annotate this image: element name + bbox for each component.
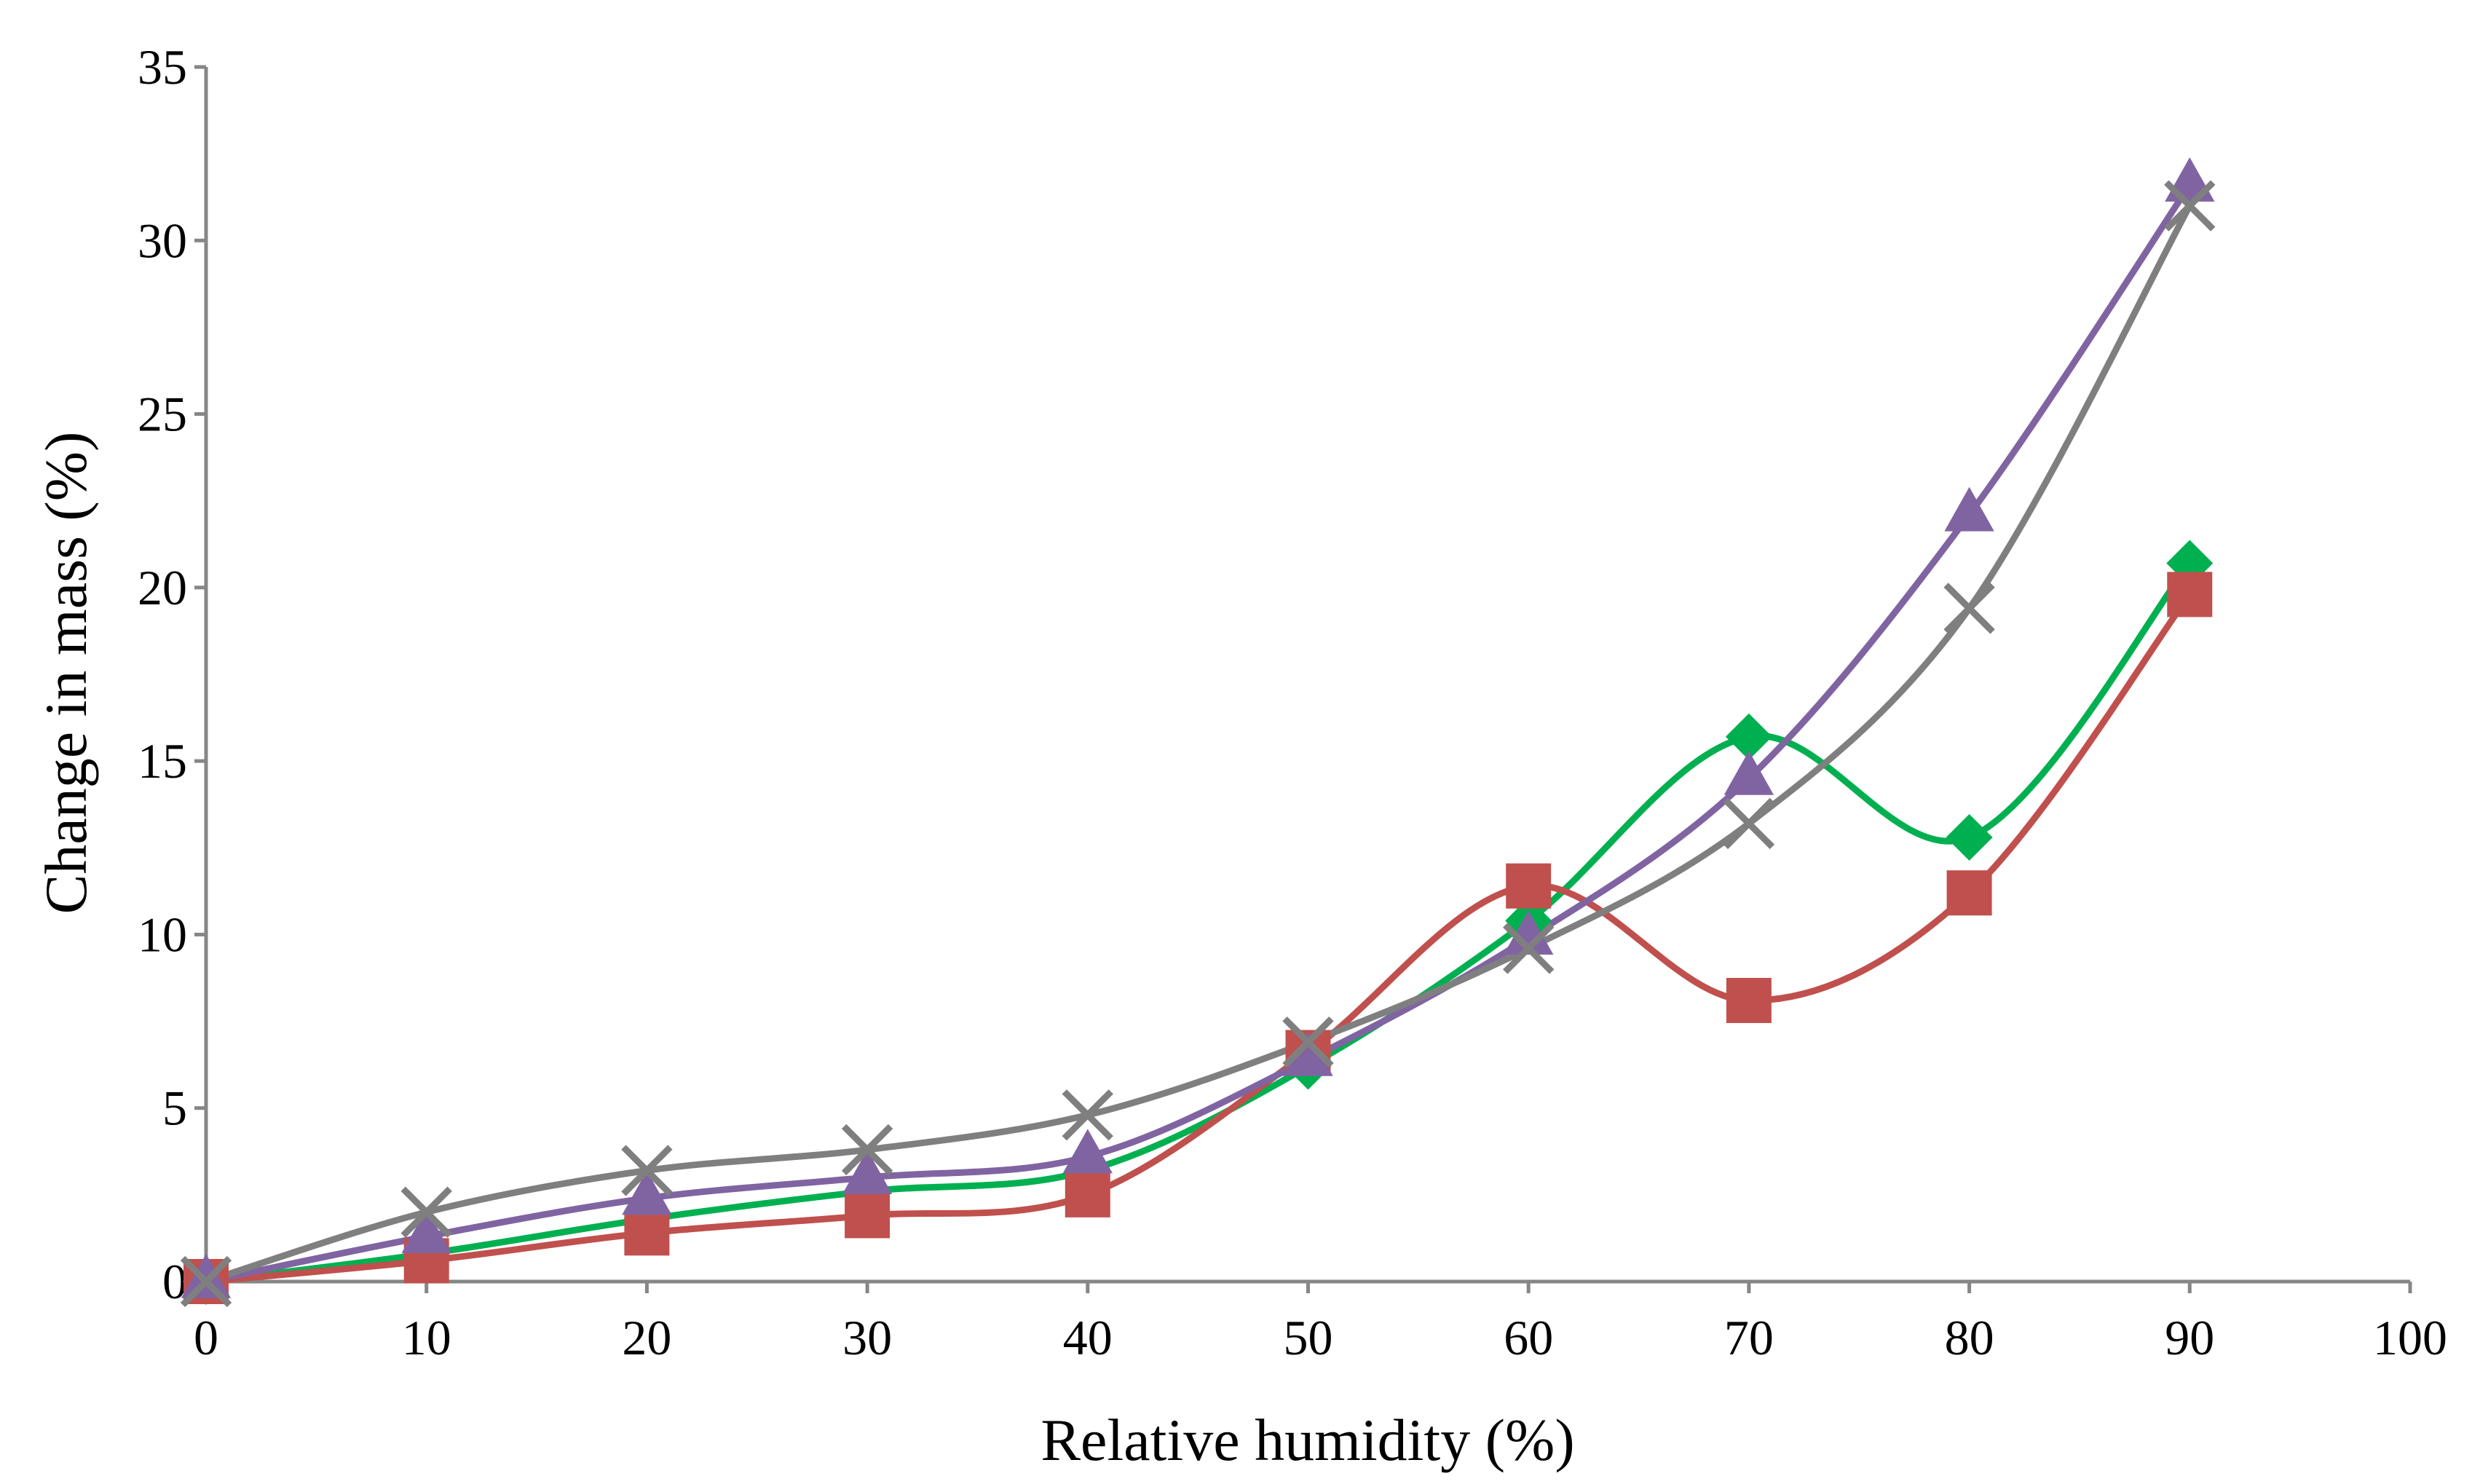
x-marker: [180, 1255, 232, 1308]
diamond-marker: [1725, 713, 1772, 760]
x-tick-label: 50: [1284, 1310, 1333, 1365]
x-marker: [841, 1124, 893, 1176]
series-markers: [180, 157, 2216, 1308]
square-marker: [1506, 863, 1552, 909]
triangle-marker: [1504, 910, 1554, 955]
x-tick-label: 80: [1945, 1310, 1994, 1365]
square-marker: [624, 1210, 670, 1256]
y-axis-title: Change in mass (%): [33, 432, 99, 915]
triangle-marker: [2165, 157, 2215, 202]
x-tick-label: 70: [1724, 1310, 1774, 1365]
x-tick-label: 30: [842, 1310, 892, 1365]
x-tick-label: 100: [2373, 1310, 2447, 1365]
x-tick-label: 10: [402, 1310, 451, 1365]
x-tick-label: 20: [622, 1310, 671, 1365]
series-lines: [202, 181, 2193, 1285]
x-tick-label: 90: [2165, 1310, 2214, 1365]
x-marker: [1723, 797, 1775, 850]
series-line-3: [202, 181, 2193, 1285]
square-marker: [2167, 572, 2213, 617]
x-marker: [621, 1145, 673, 1196]
x-marker: [1282, 1016, 1334, 1068]
triangle-marker: [1723, 750, 1774, 795]
x-marker: [1503, 923, 1555, 974]
series-line-4: [202, 202, 2193, 1285]
square-marker: [845, 1193, 891, 1239]
series-line-1: [202, 559, 2193, 1285]
y-tick-label: 10: [138, 907, 187, 962]
triangle-marker: [1944, 486, 1994, 532]
diamond-marker: [1946, 813, 1993, 861]
square-marker: [1065, 1172, 1110, 1217]
triangle-marker: [842, 1150, 893, 1194]
axes: [204, 67, 2410, 1284]
triangle-marker: [401, 1209, 451, 1253]
x-marker: [2164, 180, 2216, 232]
triangle-marker: [622, 1170, 672, 1215]
triangle-marker: [181, 1254, 232, 1298]
y-tick-label: 20: [138, 560, 187, 615]
triangle-marker: [1062, 1129, 1113, 1174]
y-tick-label: 5: [162, 1081, 187, 1136]
x-marker: [400, 1186, 452, 1238]
y-tick-label: 35: [138, 39, 187, 95]
x-tick-label: 40: [1063, 1310, 1113, 1365]
x-tick-label: 60: [1504, 1310, 1553, 1365]
x-tick-label: 0: [194, 1310, 218, 1365]
y-tick-label: 25: [138, 387, 187, 442]
x-marker: [1062, 1089, 1113, 1141]
y-tick-label: 15: [138, 733, 187, 789]
triangle-marker: [1283, 1031, 1333, 1076]
square-marker: [1946, 870, 1992, 916]
x-axis-title: Relative humidity (%): [1040, 1407, 1574, 1473]
square-marker: [1726, 977, 1772, 1023]
y-tick-label: 30: [138, 213, 187, 268]
series-line-2: [202, 591, 2193, 1285]
x-marker: [1943, 583, 1995, 634]
